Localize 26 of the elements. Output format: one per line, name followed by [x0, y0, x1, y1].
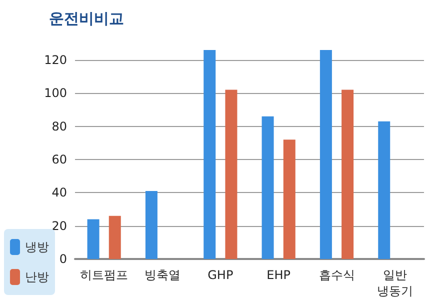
y-tick-label: 40 [52, 186, 67, 200]
x-tick-label: 일반 냉동기 [376, 268, 413, 298]
x-tick-label: EHP [266, 268, 291, 282]
chart-title: 운전비비교 [49, 10, 124, 28]
bar [225, 90, 238, 259]
bar [108, 216, 121, 259]
bar [145, 190, 158, 259]
legend-label: 난방 [25, 270, 49, 284]
bar [262, 116, 274, 259]
y-tick-label: 120 [44, 52, 67, 67]
bar [283, 140, 296, 259]
legend-label: 냉방 [25, 240, 49, 254]
x-tick-label: 히트펌프 [80, 268, 128, 282]
bar [320, 50, 332, 259]
x-tick-label: GHP [208, 268, 234, 282]
y-tick-label: 60 [52, 152, 67, 166]
y-tick-label: 100 [44, 86, 67, 100]
bar [378, 121, 390, 259]
y-tick-label: 80 [52, 119, 67, 134]
bar [204, 50, 216, 259]
bar [87, 219, 100, 259]
y-tick-label: 0 [59, 252, 67, 266]
x-tick-label: 빙축열 [144, 268, 180, 282]
bar [342, 90, 354, 259]
y-tick-label: 20 [52, 218, 67, 233]
x-tick-label: 흡수식 [318, 268, 355, 282]
